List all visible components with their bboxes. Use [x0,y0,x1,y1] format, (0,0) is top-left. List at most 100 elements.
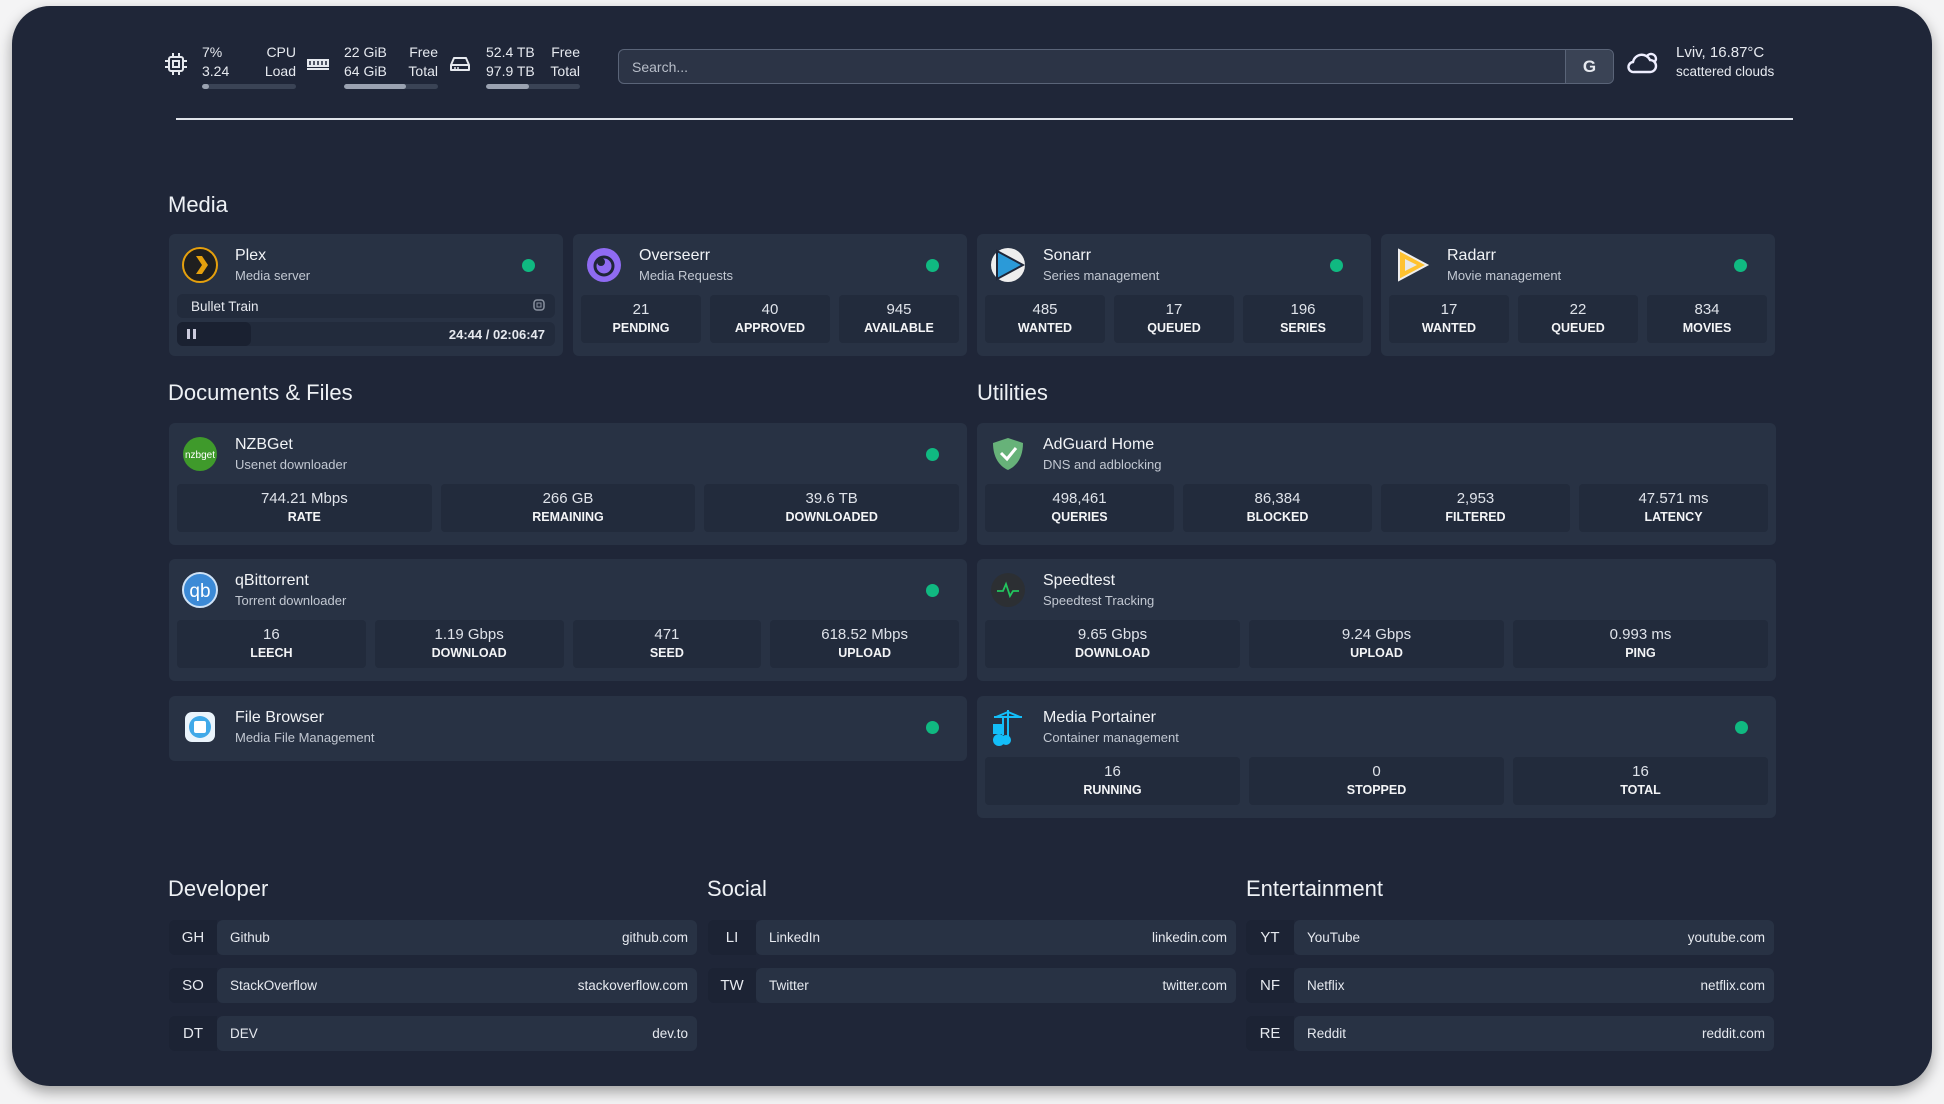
stat-value: 618.52 Mbps [821,626,908,643]
bookmark-reddit[interactable]: RE Reddit reddit.com [1246,1016,1774,1051]
bookmark-url: youtube.com [1687,930,1765,945]
stat-value: 196 [1290,301,1316,318]
bookmark-url: stackoverflow.com [577,978,688,993]
stat-value: 16 [263,626,280,643]
bookmark-link[interactable]: Twitter twitter.com [756,968,1236,1003]
card-adguard[interactable]: AdGuard Home DNS and adblocking 498,461 QUE… [977,423,1776,545]
playback-progress[interactable]: 24:44 / 02:06:47 [177,322,555,346]
stat-value: 834 [1694,301,1720,318]
status-indicator [1735,720,1748,734]
disk-icon [450,57,470,71]
card-names: Radarr Movie management [1447,247,1561,283]
card-header: Sonarr Series management [985,244,1363,286]
card-header: qb qBittorrent Torrent downloader [177,569,959,611]
stat-value: 498,461 [1052,490,1107,507]
stat-block: 21 PENDING [581,295,701,343]
bookmark-dev[interactable]: DT DEV dev.to [169,1016,697,1051]
card-names: NZBGet Usenet downloader [235,436,347,472]
bookmark-url: twitter.com [1162,978,1227,993]
stat-value: 86,384 [1254,490,1301,507]
card-header: Radarr Movie management [1389,244,1767,286]
card-nzbget[interactable]: nzbget NZBGet Usenet downloader 744.21 Mbps… [169,423,967,545]
memory-widget: 22 GiB 64 GiB Free Total [306,43,438,89]
disk-free: 52.4 TB [486,44,535,60]
card-portainer[interactable]: Media Portainer Container management 16 RUN… [977,696,1776,818]
card-names: Plex Media server [235,247,310,283]
card-title: Overseerr [639,247,711,264]
bookmark-url: github.com [621,930,688,945]
load-label: Load [264,63,296,79]
stat-label: UPLOAD [1350,646,1403,660]
bookmark-youtube[interactable]: YT YouTube youtube.com [1246,920,1774,955]
card-names: Speedtest Speedtest Tracking [1043,572,1154,608]
section-social: Social [707,876,767,901]
stat-value: 0.993 ms [1609,626,1672,643]
bookmark-abbr: SO [169,968,217,1003]
pause-icon[interactable] [187,329,196,339]
bookmark-netflix[interactable]: NF Netflix netflix.com [1246,968,1774,1003]
card-subtitle: Media server [235,268,311,283]
stat-label: SEED [649,646,684,660]
cpu-icon [165,53,187,75]
stat-block: 2,953 FILTERED [1381,484,1570,532]
stat-label: WANTED [1017,321,1073,335]
disk-widget: 52.4 TB 97.9 TB Free Total [448,43,580,89]
card-names: Overseerr Media Requests [639,247,733,283]
bookmark-link[interactable]: DEV dev.to [217,1016,697,1051]
bookmark-abbr: RE [1246,1016,1294,1051]
bookmark-name: Netflix [1307,978,1345,993]
card-speedtest[interactable]: Speedtest Speedtest Tracking 9.65 Gbps DOWN… [977,559,1776,681]
bookmark-link[interactable]: Reddit reddit.com [1294,1016,1774,1051]
bookmark-abbr: DT [169,1016,217,1051]
card-plex[interactable]: Plex Media server Bullet Train 24:44 / 02:0… [169,234,563,356]
card-title: AdGuard Home [1043,436,1155,453]
cpu-percent: 7% [202,44,223,60]
stat-value: 471 [654,626,680,643]
card-radarr[interactable]: Radarr Movie management 17 WANTED 22 QUEUED 83… [1381,234,1775,356]
stat-label: WANTED [1421,321,1477,335]
bookmark-link[interactable]: StackOverflow stackoverflow.com [217,968,697,1003]
bookmark-stackoverflow[interactable]: SO StackOverflow stackoverflow.com [169,968,697,1003]
bookmark-link[interactable]: Github github.com [217,920,697,955]
card-title: NZBGet [235,436,293,453]
card-sonarr[interactable]: Sonarr Series management 485 WANTED 17 QUEUED… [977,234,1371,356]
bookmark-abbr: NF [1246,968,1294,1003]
stat-block: 196 SERIES [1243,295,1363,343]
search-input[interactable] [619,50,1565,83]
stat-block: 9.65 Gbps DOWNLOAD [985,620,1240,668]
settings-icon[interactable] [533,298,545,314]
card-stats: 498,461 QUERIES 86,384 BLOCKED 2,953 FILTERED… [985,484,1768,532]
stat-value: 47.571 ms [1638,490,1709,507]
bookmark-name: Github [230,930,270,945]
stat-value: 17 [1165,301,1183,318]
stat-block: 618.52 Mbps UPLOAD [770,620,959,668]
stat-label: RUNNING [1083,783,1142,797]
bookmark-link[interactable]: LinkedIn linkedin.com [756,920,1236,955]
bookmark-github[interactable]: GH Github github.com [169,920,697,955]
bookmark-abbr: LI [708,920,756,955]
bookmark-name: Twitter [769,978,809,993]
portainer-icon [993,710,1022,746]
bookmark-linkedin[interactable]: LI LinkedIn linkedin.com [708,920,1236,955]
cpu-usage-bar [202,84,296,89]
bookmark-twitter[interactable]: TW Twitter twitter.com [708,968,1236,1003]
weather-condition: scattered clouds [1676,64,1775,79]
radarr-icon [1398,248,1430,282]
card-title: Media Portainer [1043,709,1156,726]
section-documents: Documents & Files [168,380,353,405]
card-overseerr[interactable]: Overseerr Media Requests 21 PENDING 40 APPROV… [573,234,967,356]
section-media: Media [168,192,228,217]
card-qbittorrent[interactable]: qb qBittorrent Torrent downloader 16 LEECH 1.… [169,559,967,681]
section-entertainment: Entertainment [1246,876,1383,901]
bookmark-link[interactable]: YouTube youtube.com [1294,920,1774,955]
card-subtitle: Container management [1043,730,1179,745]
bookmark-link[interactable]: Netflix netflix.com [1294,968,1774,1003]
card-header: nzbget NZBGet Usenet downloader [177,433,959,475]
card-filebrowser[interactable]: File Browser Media File Management [169,696,967,761]
google-search-button[interactable]: G [1565,50,1613,83]
card-stats: 17 WANTED 22 QUEUED 834 MOVIES [1389,295,1767,343]
stat-label: STOPPED [1346,783,1407,797]
now-playing[interactable]: Bullet Train [177,294,555,318]
stat-value: 9.24 Gbps [1341,626,1412,643]
section-utilities: Utilities [977,380,1048,405]
